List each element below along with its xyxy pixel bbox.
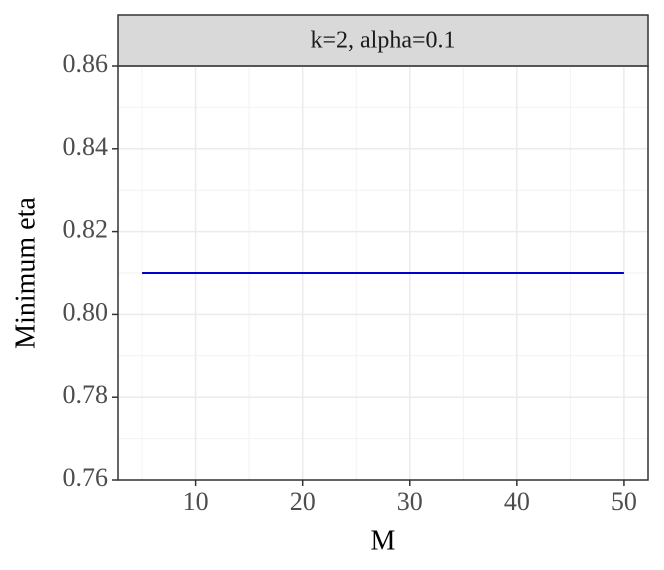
y-tick-label: 0.84 <box>63 132 109 161</box>
strip-title: k=2, alpha=0.1 <box>310 28 455 54</box>
x-tick-label: 30 <box>397 487 423 516</box>
y-tick-label: 0.76 <box>63 463 109 492</box>
x-tick-label: 40 <box>504 487 530 516</box>
panel-border <box>117 65 649 481</box>
strip <box>117 14 649 67</box>
y-tick-label: 0.78 <box>63 380 109 409</box>
x-tick-label: 20 <box>290 487 316 516</box>
x-tick-label: 50 <box>611 487 637 516</box>
y-tick-label: 0.80 <box>63 297 109 326</box>
x-tick-label: 10 <box>183 487 209 516</box>
y-tick-label: 0.86 <box>63 49 109 78</box>
y-tick-label: 0.82 <box>63 215 109 244</box>
x-axis-label: M <box>371 525 396 556</box>
y-axis-label: Minimum eta <box>10 197 41 349</box>
